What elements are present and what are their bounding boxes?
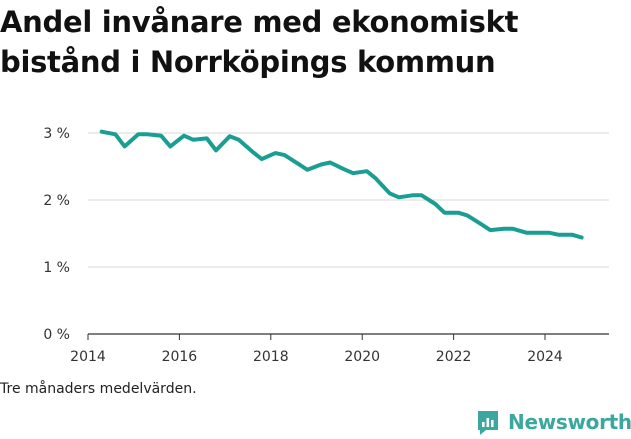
- chart-note: Tre månaders medelvärden.: [0, 381, 197, 397]
- chart-title: Andel invånare med ekonomiskt bistånd i …: [0, 2, 620, 82]
- x-tick-label: 2016: [162, 349, 198, 365]
- x-tick-label: 2024: [527, 349, 563, 365]
- series-lines: [99, 129, 584, 240]
- series-line: [99, 129, 584, 240]
- y-tick-label: 2 %: [43, 193, 70, 209]
- x-tick-label: 2018: [253, 349, 289, 365]
- y-tick-label: 1 %: [43, 260, 70, 276]
- y-axis-ticks: 0 % 1 % 2 % 3 %: [43, 126, 70, 343]
- x-tick-label: 2022: [436, 349, 472, 365]
- chart-title-line1: Andel invånare med ekonomiskt: [0, 5, 519, 39]
- x-axis-ticks: 2014 2016 2018 2020 2022 2024: [70, 334, 563, 365]
- brand-name: Newsworthy: [508, 410, 631, 434]
- y-tick-label: 0 %: [43, 327, 70, 343]
- x-tick-label: 2014: [70, 349, 106, 365]
- brand: Newsworthy: [476, 407, 631, 437]
- grid: [88, 132, 609, 335]
- chart-title-line2: bistånd i Norrköpings kommun: [0, 45, 496, 79]
- x-tick-label: 2020: [344, 349, 380, 365]
- y-tick-label: 3 %: [43, 126, 70, 142]
- newsworthy-logo-icon: [478, 410, 498, 435]
